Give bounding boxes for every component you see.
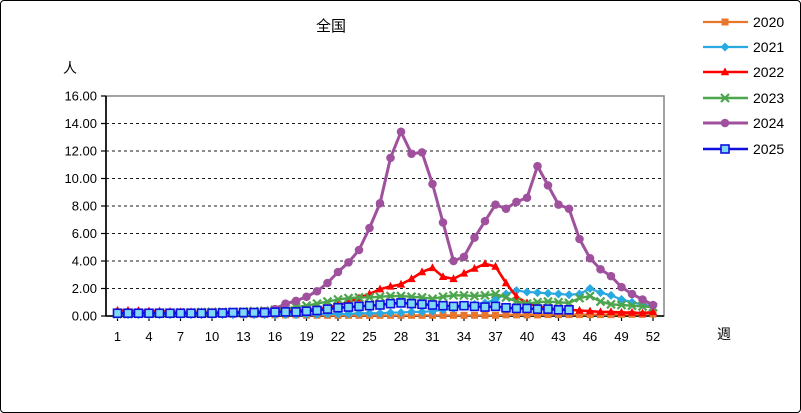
legend-label-2025: 2025 (753, 140, 785, 157)
legend-label-2021: 2021 (753, 39, 785, 56)
y-tick-label: 8.00 (72, 199, 97, 214)
x-tick-label: 49 (614, 329, 628, 344)
gridlines (106, 123, 664, 289)
x-tick-label: 10 (205, 329, 219, 344)
legend-swatch-2022-icon (703, 67, 748, 76)
legend-swatch-2024-icon (703, 118, 748, 128)
legend-swatch-2023-icon (703, 93, 748, 103)
x-tick-label: 43 (551, 329, 565, 344)
legend-label-2022: 2022 (753, 64, 785, 81)
y-tick-label: 6.00 (72, 226, 97, 241)
y-tick-label: 16.00 (64, 89, 97, 104)
y-tick-label: 10.00 (64, 171, 97, 186)
legend-item-2021: 2021 (702, 34, 794, 59)
legend-swatch-2025-icon (703, 143, 748, 154)
legend-item-2023: 2023 (702, 85, 794, 110)
legend-item-2020: 2020 (702, 9, 794, 34)
x-tick-label: 34 (457, 329, 471, 344)
x-tick-label: 22 (331, 329, 345, 344)
legend: 2020 2021 2022 2023 2024 2025 (702, 9, 794, 161)
y-tick-label: 0.00 (72, 309, 97, 324)
x-tick-label: 37 (488, 329, 502, 344)
x-tick-label: 19 (299, 329, 313, 344)
x-tick-label: 28 (394, 329, 408, 344)
y-tick-label: 4.00 (72, 254, 97, 269)
x-tick-label: 52 (646, 329, 660, 344)
x-tick-label: 4 (145, 329, 152, 344)
series-2025 (112, 298, 574, 319)
legend-label-2023: 2023 (753, 89, 785, 106)
y-tick-label: 12.00 (64, 144, 97, 159)
legend-label-2020: 2020 (753, 13, 785, 30)
x-tick-label: 25 (362, 329, 376, 344)
y-tick-label: 14.00 (64, 116, 97, 131)
series-line-2024 (117, 130, 654, 315)
chart-title: 全国 (315, 18, 346, 35)
y-axis-unit-label: 人 (63, 60, 77, 76)
x-tick-label: 7 (177, 329, 184, 344)
legend-item-2025: 2025 (702, 136, 794, 161)
series-markers-2025 (112, 298, 574, 319)
legend-item-2024: 2024 (702, 111, 794, 136)
y-tick-label: 2.00 (72, 281, 97, 296)
x-axis-unit-label: 週 (717, 326, 731, 342)
legend-swatch-2020-icon (703, 18, 748, 26)
x-tick-label: 1 (114, 329, 121, 344)
legend-label-2024: 2024 (753, 115, 785, 132)
series-2022 (113, 259, 658, 317)
x-tick-label: 40 (520, 329, 534, 344)
x-tick-label: 46 (583, 329, 597, 344)
x-tick-label: 13 (236, 329, 250, 344)
legend-swatch-2021-icon (703, 42, 748, 52)
x-tick-label: 31 (425, 329, 439, 344)
legend-item-2022: 2022 (702, 60, 794, 85)
x-tick-label: 16 (268, 329, 282, 344)
